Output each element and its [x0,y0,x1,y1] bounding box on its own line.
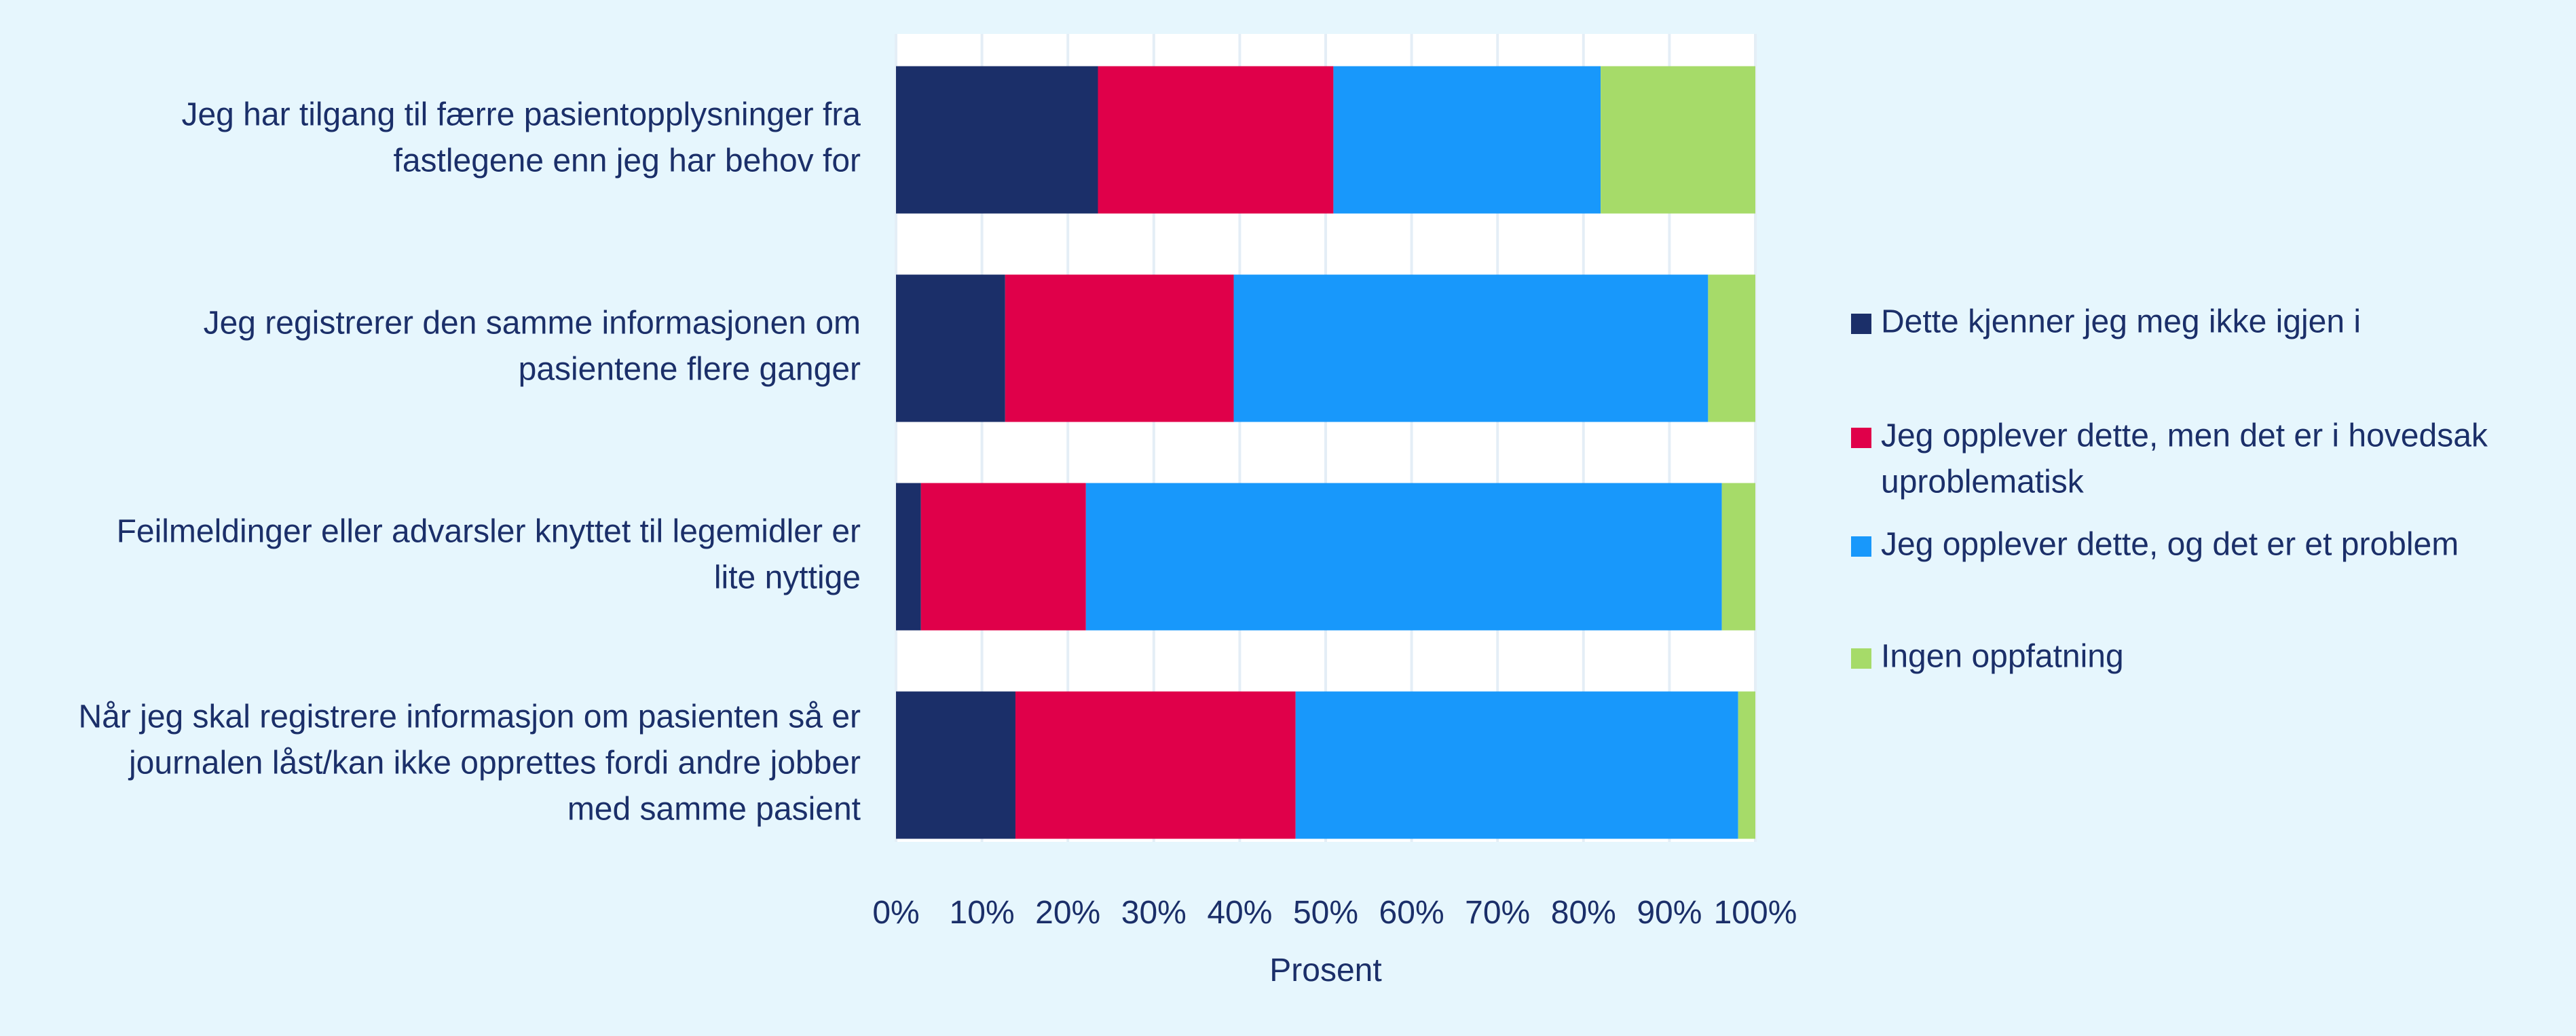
bar-segment-3-series-4 [1721,483,1755,631]
legend-swatch [1851,314,1871,334]
bar-segment-4-series-1 [896,691,1015,839]
category-label: Jeg har tilgang til færre pasientopplysn… [181,97,861,133]
bar-segment-1-series-4 [1601,66,1755,214]
legend-swatch [1851,648,1871,669]
category-label: journalen låst/kan ikke opprettes fordi … [128,745,861,781]
legend-label: Jeg opplever dette, men det er i hovedsa… [1881,418,2488,454]
legend-label: Jeg opplever dette, og det er et problem [1881,527,2459,563]
category-label: Jeg registrerer den samme informasjonen … [204,306,861,341]
x-tick-label: 80% [1551,895,1616,931]
bar-segment-1-series-1 [896,66,1098,214]
bar-segment-2-series-1 [896,274,1005,422]
category-label: lite nyttige [714,560,861,596]
bar-segment-4-series-3 [1295,691,1738,839]
bar-segment-1-series-2 [1098,66,1334,214]
bar-segment-2-series-2 [1005,274,1234,422]
x-tick-label: 10% [950,895,1015,931]
legend-swatch [1851,536,1871,557]
category-label: fastlegene enn jeg har behov for [394,143,861,179]
x-tick-label: 90% [1637,895,1702,931]
bar-segment-2-series-4 [1708,274,1755,422]
bar-segment-2-series-3 [1233,274,1709,422]
legend-label: Ingen oppfatning [1881,639,2124,675]
x-tick-label: 30% [1121,895,1187,931]
x-tick-label: 60% [1379,895,1444,931]
legend-label: uproblematisk [1881,464,2085,500]
bar-segment-3-series-2 [920,483,1086,631]
x-tick-label: 0% [872,895,919,931]
x-tick-label: 100% [1714,895,1797,931]
x-tick-label: 50% [1293,895,1358,931]
category-label: med samme pasient [567,792,861,828]
bar-segment-4-series-4 [1738,691,1755,839]
x-tick-label: 20% [1035,895,1100,931]
category-label: Når jeg skal registrere informasjon om p… [78,699,861,735]
bar-segment-3-series-3 [1085,483,1722,631]
x-tick-label: 70% [1465,895,1530,931]
legend-swatch [1851,428,1871,448]
x-axis-title: Prosent [1269,952,1381,988]
category-label: Feilmeldinger eller advarsler knyttet ti… [117,514,861,550]
bar-segment-1-series-3 [1333,66,1601,214]
x-tick-label: 40% [1207,895,1272,931]
legend-label: Dette kjenner jeg meg ikke igjen i [1881,304,2361,340]
bar-segment-3-series-1 [896,483,921,631]
bar-segment-4-series-2 [1015,691,1296,839]
category-label: pasientene flere ganger [519,352,861,388]
